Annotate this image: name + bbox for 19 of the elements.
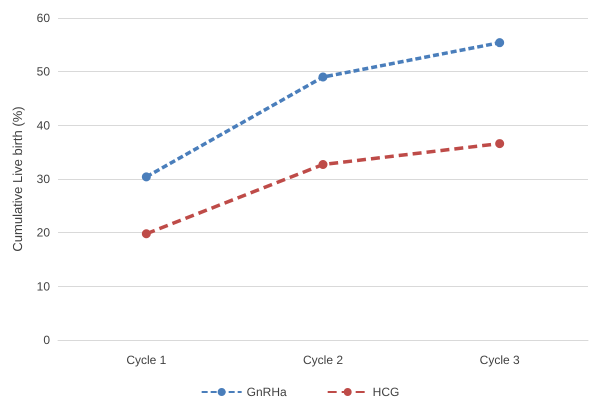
y-tick-label: 30	[36, 172, 50, 186]
point	[495, 139, 504, 148]
y-tick-label: 20	[36, 226, 50, 240]
point	[495, 38, 504, 48]
y-tick-label: 60	[36, 11, 50, 25]
y-tick-label: 50	[36, 64, 50, 79]
point	[142, 172, 151, 182]
point	[142, 229, 151, 238]
y-axis-title: Cumulative Live birth (%)	[10, 106, 25, 252]
legend-label: GnRHa	[246, 385, 287, 399]
x-tick-label: Cycle 1	[126, 353, 167, 367]
legend-label: HCG	[372, 385, 400, 399]
y-tick-label: 0	[43, 333, 50, 347]
y-tick-label: 10	[36, 279, 50, 294]
point	[318, 72, 328, 82]
x-tick-label: Cycle 3	[480, 353, 520, 367]
y-tick-label: 40	[36, 118, 50, 132]
x-tick-label: Cycle 2	[302, 353, 344, 367]
point	[318, 160, 328, 170]
